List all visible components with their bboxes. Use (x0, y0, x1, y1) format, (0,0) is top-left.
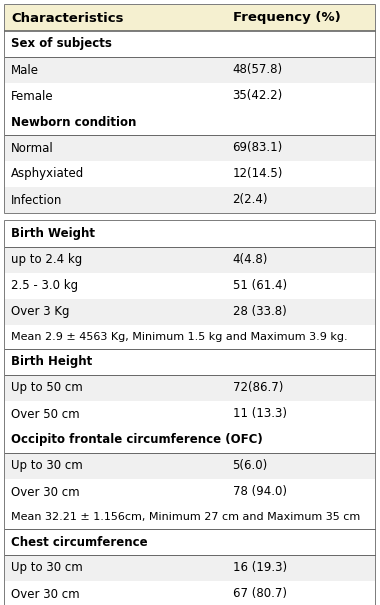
Bar (5, 555, 375, 581)
Bar (5, 57, 375, 83)
Bar (5, 109, 375, 135)
Text: 5(6.0): 5(6.0) (233, 460, 268, 473)
Text: 12(14.5): 12(14.5) (233, 168, 283, 180)
Bar (5, 135, 375, 161)
Text: 2(2.4): 2(2.4) (233, 194, 268, 206)
Text: Birth Weight: Birth Weight (11, 227, 95, 241)
Text: Up to 30 cm: Up to 30 cm (11, 561, 83, 575)
Text: Mean 2.9 ± 4563 Kg, Minimum 1.5 kg and Maximum 3.9 kg.: Mean 2.9 ± 4563 Kg, Minimum 1.5 kg and M… (11, 332, 348, 342)
Text: Over 30 cm: Over 30 cm (11, 587, 80, 601)
Bar (5, 31, 375, 57)
Text: Male: Male (11, 64, 39, 76)
Bar (5, 221, 375, 247)
Bar (5, 299, 375, 325)
Text: 2.5 - 3.0 kg: 2.5 - 3.0 kg (11, 280, 78, 292)
Text: 78 (94.0): 78 (94.0) (233, 485, 287, 499)
Text: Mean 32.21 ± 1.156cm, Minimum 27 cm and Maximum 35 cm: Mean 32.21 ± 1.156cm, Minimum 27 cm and … (11, 512, 360, 522)
Text: Over 50 cm: Over 50 cm (11, 408, 80, 420)
Text: 51 (61.4): 51 (61.4) (233, 280, 287, 292)
Text: Infection: Infection (11, 194, 62, 206)
Bar (5, 221, 375, 605)
Text: 11 (13.3): 11 (13.3) (233, 408, 287, 420)
Text: Sex of subjects: Sex of subjects (11, 38, 112, 50)
Text: 69(83.1): 69(83.1) (233, 142, 283, 154)
Text: 35(42.2): 35(42.2) (233, 90, 283, 102)
Text: Up to 50 cm: Up to 50 cm (11, 382, 83, 394)
Bar (5, 453, 375, 479)
Text: Characteristics: Characteristics (11, 11, 123, 24)
Bar (5, 161, 375, 187)
Text: Over 3 Kg: Over 3 Kg (11, 306, 70, 318)
Text: Frequency (%): Frequency (%) (233, 11, 340, 24)
Bar (5, 427, 375, 453)
Text: Newborn condition: Newborn condition (11, 116, 136, 128)
Bar (5, 247, 375, 273)
Text: 67 (80.7): 67 (80.7) (233, 587, 287, 601)
Text: Occipito frontale circumference (OFC): Occipito frontale circumference (OFC) (11, 434, 263, 446)
Text: Asphyxiated: Asphyxiated (11, 168, 84, 180)
Text: 72(86.7): 72(86.7) (233, 382, 283, 394)
Text: Normal: Normal (11, 142, 54, 154)
Bar (5, 5, 375, 31)
Bar (5, 401, 375, 427)
Text: Birth Height: Birth Height (11, 356, 92, 368)
Text: Over 30 cm: Over 30 cm (11, 485, 80, 499)
Text: 16 (19.3): 16 (19.3) (233, 561, 287, 575)
Text: Female: Female (11, 90, 54, 102)
Text: Chest circumference: Chest circumference (11, 535, 147, 549)
Bar (5, 479, 375, 505)
Text: Up to 30 cm: Up to 30 cm (11, 460, 83, 473)
Text: 4(4.8): 4(4.8) (233, 253, 268, 266)
Bar (5, 349, 375, 375)
Bar (5, 325, 375, 349)
Bar (5, 187, 375, 213)
Text: up to 2.4 kg: up to 2.4 kg (11, 253, 82, 266)
Text: 28 (33.8): 28 (33.8) (233, 306, 286, 318)
Bar (5, 375, 375, 401)
Bar (5, 581, 375, 605)
Bar (5, 505, 375, 529)
Text: 48(57.8): 48(57.8) (233, 64, 283, 76)
Bar (5, 273, 375, 299)
Bar (5, 529, 375, 555)
Bar (5, 83, 375, 109)
Bar (5, 5, 375, 213)
